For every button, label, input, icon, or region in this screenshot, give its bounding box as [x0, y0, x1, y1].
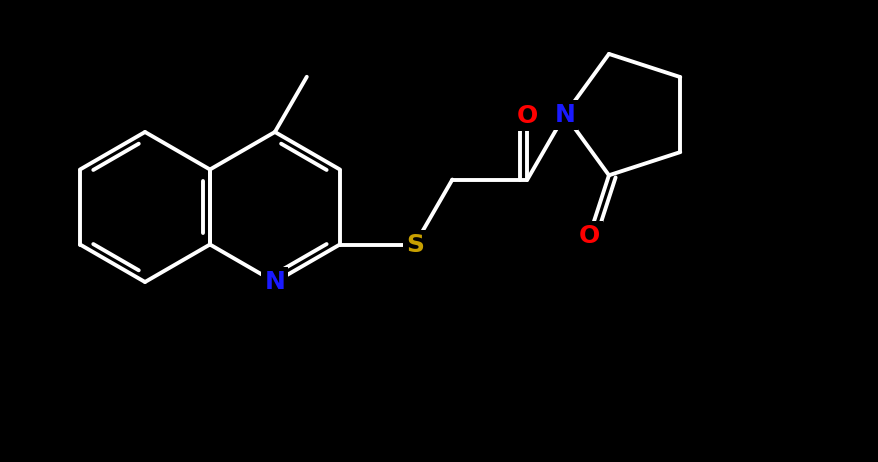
Text: S: S	[406, 232, 423, 256]
Text: N: N	[264, 270, 285, 294]
Text: O: O	[578, 224, 599, 248]
Text: O: O	[516, 104, 537, 128]
Text: N: N	[554, 103, 574, 127]
